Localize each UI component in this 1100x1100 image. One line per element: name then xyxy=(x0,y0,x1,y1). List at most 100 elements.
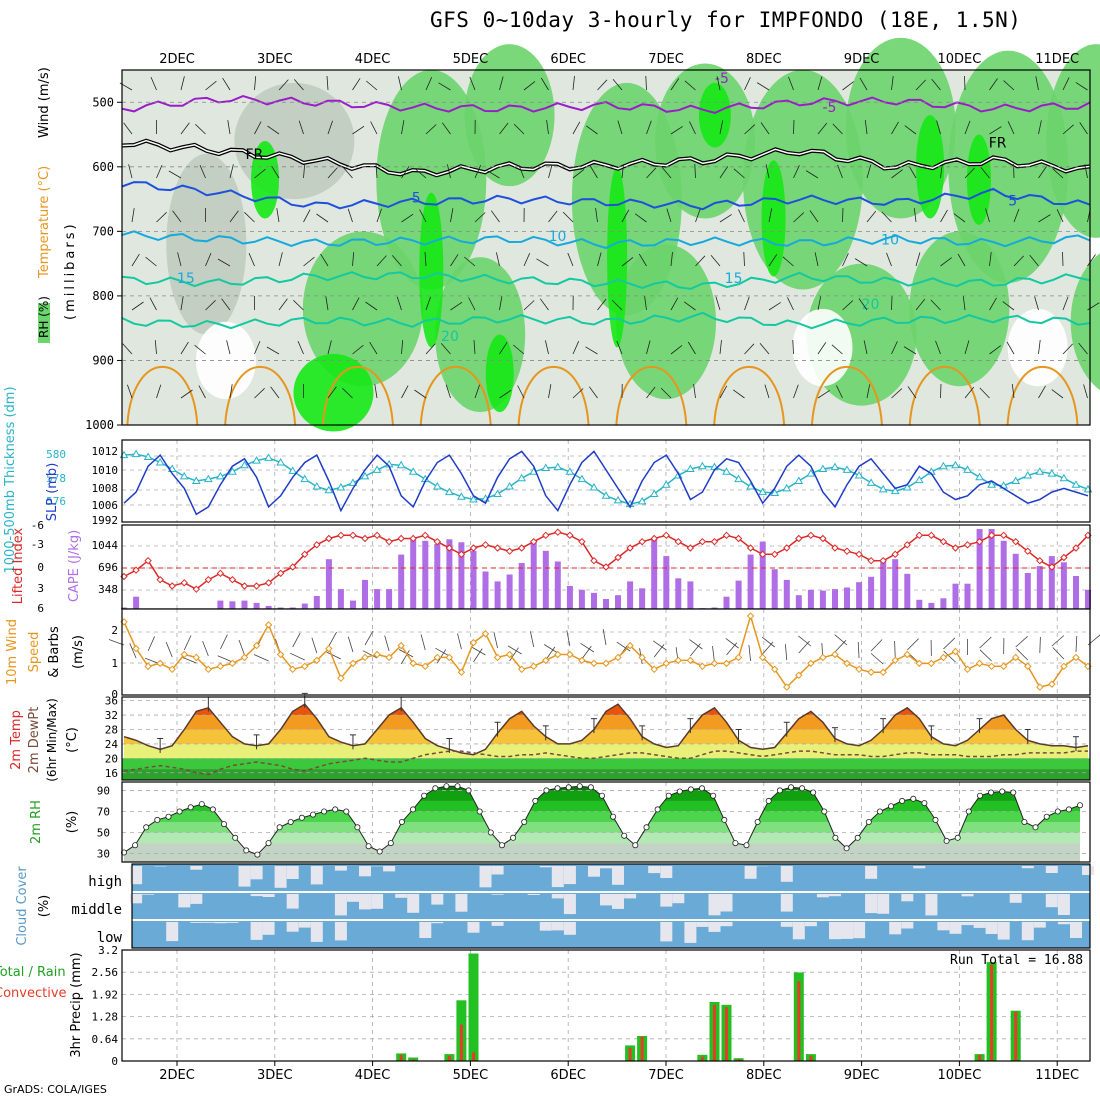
wind-speed-line-point xyxy=(1036,683,1044,691)
wind-speed-line-point xyxy=(337,674,345,682)
thickness-line-point xyxy=(661,480,671,488)
thickness-line-point xyxy=(1035,467,1045,475)
wind-speed-line-point xyxy=(674,656,683,665)
cape-bar xyxy=(675,578,682,609)
wind-speed-line-point xyxy=(433,653,442,662)
temp-line xyxy=(123,703,1089,756)
wind-barb xyxy=(638,253,647,267)
wind-barb xyxy=(695,208,701,223)
wind-barb xyxy=(1038,120,1042,135)
cloud-gap xyxy=(829,894,841,897)
rh-point xyxy=(587,784,594,791)
rh-point xyxy=(988,789,995,796)
warm-contour xyxy=(321,366,394,426)
y-label-temperature: Temperature (°C) xyxy=(37,166,52,279)
wind-speed-line-point xyxy=(505,650,514,659)
rh-shade xyxy=(166,153,247,335)
rh-point xyxy=(343,808,350,815)
rh-point xyxy=(532,797,539,804)
thickness-line-point xyxy=(890,486,900,495)
wind-speed-line-point xyxy=(770,665,779,674)
rh-point xyxy=(710,792,717,799)
wind-barb xyxy=(278,252,283,267)
wind-barb xyxy=(445,384,451,399)
cape-bar xyxy=(217,600,224,609)
x-date-label-top: 4DEC xyxy=(355,52,391,67)
wind-barb xyxy=(278,298,288,311)
thickness-line-point xyxy=(589,482,599,491)
wind-barb xyxy=(226,340,231,355)
wind-speed-line-point xyxy=(951,647,960,656)
lifted-index-line-point xyxy=(264,579,273,587)
cape-bar xyxy=(446,539,453,609)
rh-point xyxy=(876,808,883,815)
rh-point xyxy=(954,834,961,841)
panel-frame xyxy=(121,608,1091,696)
cloud-gap xyxy=(961,922,974,926)
precip-convective-bar xyxy=(628,1047,632,1061)
cape-bar xyxy=(530,541,537,609)
wind-barb xyxy=(915,79,926,91)
cloud-gap xyxy=(491,922,504,926)
wind-barb xyxy=(881,211,892,223)
wind-barb xyxy=(602,629,607,646)
wind-speed-line-point xyxy=(638,653,646,662)
wind-barb xyxy=(195,124,206,135)
wind-barb xyxy=(589,165,598,179)
thickness-line-point xyxy=(348,478,358,486)
cloud-gap xyxy=(419,922,432,938)
rh-point xyxy=(910,795,917,802)
wind-barb xyxy=(634,213,647,223)
contour-label: 5 xyxy=(1008,194,1017,210)
lifted-index-line-point xyxy=(650,534,658,543)
wind-barb xyxy=(415,168,427,179)
cloud-gap xyxy=(262,922,275,935)
lifted-index-line-point xyxy=(1060,553,1068,562)
y-label: (%) xyxy=(65,811,80,834)
lifted-index-line-point xyxy=(168,582,176,590)
wind-speed-line-point xyxy=(542,656,550,665)
wind-barb xyxy=(842,207,844,223)
wind-barb xyxy=(447,164,451,179)
wind-barb xyxy=(518,164,525,179)
contour-label: 10 xyxy=(549,229,567,245)
wind-barb xyxy=(499,296,503,311)
wind-barb xyxy=(719,385,728,399)
lifted-index-line-point xyxy=(987,531,996,540)
isotherm-line xyxy=(121,181,1091,211)
thickness-line-point xyxy=(722,467,731,475)
lifted-index-line-point xyxy=(698,537,707,546)
wind-barb xyxy=(327,167,338,179)
wind-speed-line-point xyxy=(457,668,466,676)
wind-barb xyxy=(788,76,794,91)
wind-barb xyxy=(297,340,304,355)
wind-speed-line-point xyxy=(397,641,405,650)
wind-speed-line-point xyxy=(819,653,827,662)
wind-barb xyxy=(760,122,770,135)
rh-point xyxy=(721,816,728,823)
lifted-index-line-point xyxy=(903,541,911,549)
wind-speed-line-point xyxy=(349,659,357,668)
wind-barb xyxy=(612,79,623,91)
precip-total-bar xyxy=(468,953,479,1061)
cloud-gap xyxy=(1070,922,1082,938)
wind-barb xyxy=(744,343,755,355)
wind-barb xyxy=(513,123,525,135)
slp-thickness-panel xyxy=(119,439,1093,523)
cape-bar xyxy=(494,581,501,609)
cloud-gap xyxy=(455,894,468,912)
wind-barb xyxy=(940,164,943,179)
wind-speed-line-point xyxy=(252,641,261,650)
wind-barb xyxy=(464,256,476,267)
y-label-cloud-unit: (%) xyxy=(37,895,52,918)
y-tick-label: 900 xyxy=(92,353,114,367)
y-tick-precip: 3.2 xyxy=(98,944,118,957)
thickness-line-point xyxy=(216,471,225,480)
y-tick-rh: 70 xyxy=(97,805,110,818)
wind-barb xyxy=(127,384,133,399)
cape-bar xyxy=(229,601,236,609)
lifted-index-line-point xyxy=(783,544,791,552)
cloud-gap xyxy=(600,894,612,906)
wind-barb xyxy=(303,256,315,267)
lifted-index-line-point xyxy=(566,531,574,540)
